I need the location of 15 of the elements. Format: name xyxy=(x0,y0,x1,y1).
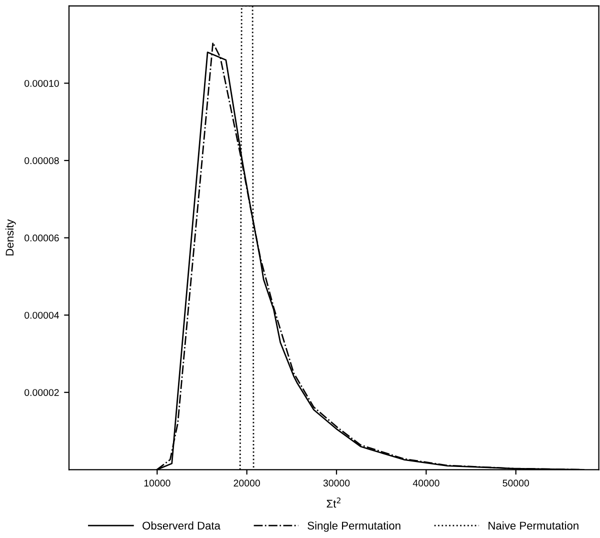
legend-label: Single Permutation xyxy=(308,521,400,532)
legend-label: Naive Permutation xyxy=(488,521,578,530)
y-tick-label: 0.00004 xyxy=(24,312,59,319)
y-tick-label: 0.00008 xyxy=(24,157,59,164)
x-tick-label: 50000 xyxy=(502,480,529,487)
x-axis-title: Σt$^{2}$ xyxy=(326,498,340,508)
x-tick-label: 20000 xyxy=(234,480,260,487)
legend-label: Observerd Data xyxy=(142,521,220,530)
y-tick-label: 0.00010 xyxy=(24,80,59,87)
y-tick-label: 0.00002 xyxy=(24,389,59,396)
x-tick-label: 30000 xyxy=(323,480,350,487)
y-tick-label: 0.00006 xyxy=(24,234,59,242)
y-axis-title: Density xyxy=(5,219,16,256)
x-tick-label: 10000 xyxy=(144,480,170,487)
x-tick-label: 40000 xyxy=(412,480,440,487)
